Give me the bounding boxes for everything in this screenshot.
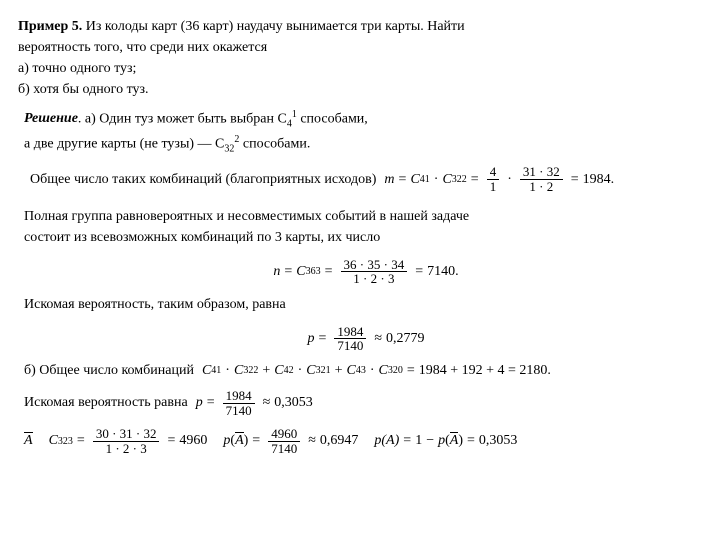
equation-p1: p= 19847140 ≈ 0,2779: [24, 325, 708, 353]
equation-m: Общее число таких комбинаций (благоприят…: [30, 165, 702, 193]
p2b: состоит из всевозможных комбинаций по 3 …: [24, 229, 702, 248]
line-4: б) хотя бы одного туз.: [18, 81, 702, 100]
line-2: вероятность того, что среди них окажется: [18, 39, 702, 58]
solution-bold: Решение: [24, 110, 78, 129]
title-bold: Пример 5.: [18, 19, 82, 34]
line-3: а) точно одного туз;: [18, 60, 702, 79]
solution-a1: Решение. а) Один туз может быть выбран C…: [24, 108, 702, 131]
equation-n: n= C363 = 36 · 35 · 341 · 2 · 3 = 7140.: [24, 258, 708, 286]
p2a: Полная группа равновероятных и несовмест…: [24, 208, 702, 227]
solution-a2: а две другие карты (не тузы) — C322 спос…: [24, 133, 702, 156]
p3: Искомая вероятность, таким образом, равн…: [24, 296, 702, 315]
title-rest: Из колоды карт (36 карт) наудачу вынимае…: [82, 19, 464, 34]
equation-final: A C323 = 30 · 31 · 321 · 2 · 3 = 4960 p(…: [24, 427, 702, 455]
title-line: Пример 5. Из колоды карт (36 карт) науда…: [18, 18, 702, 37]
equation-p2: Искомая вероятность равна p= 19847140 ≈ …: [24, 389, 702, 417]
equation-comb: б) Общее число комбинаций C41·C322 + C42…: [24, 363, 702, 379]
